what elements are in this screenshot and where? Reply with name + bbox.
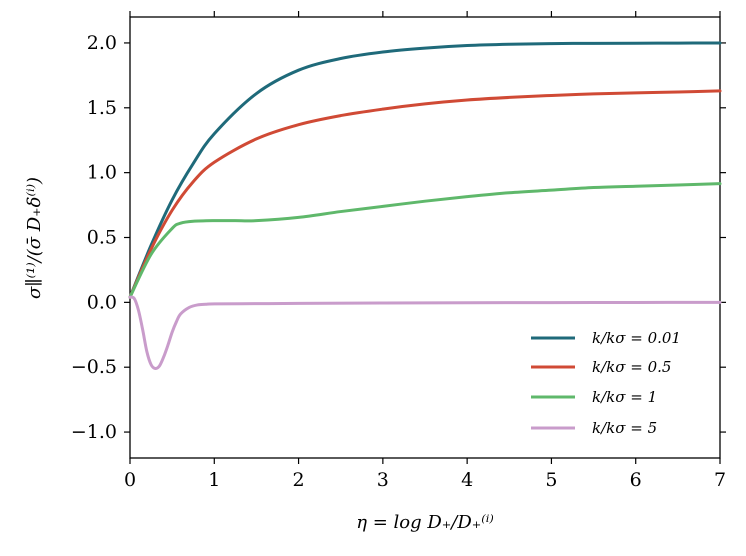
series-line-3 <box>128 295 722 371</box>
y-tick-label: 0.5 <box>87 227 117 249</box>
tick-labels: 0 1 2 3 4 5 6 7 −1.0 −0.5 0.0 0.5 1.0 1.5 2.0 <box>71 32 726 491</box>
x-tick-label: 5 <box>545 469 557 491</box>
y-axis-label: σ∥⁽¹⁾/(σ̄ D₊δ⁽ⁱ⁾) <box>24 177 45 299</box>
x-tick-label: 6 <box>630 469 642 491</box>
series-line-2 <box>128 182 722 299</box>
tick-marks <box>124 11 726 464</box>
x-tick-label: 0 <box>124 469 136 491</box>
x-tick-label: 3 <box>377 469 389 491</box>
series-line-0 <box>128 41 722 299</box>
legend-label-0: k/kσ = 0.01 <box>592 329 681 347</box>
series-lines <box>128 41 722 371</box>
y-tick-label: 2.0 <box>87 32 117 54</box>
legend-label-2: k/kσ = 1 <box>592 388 657 406</box>
legend-label-1: k/kσ = 0.5 <box>592 358 671 376</box>
series-line-1 <box>128 89 722 299</box>
y-tick-label: −1.0 <box>71 421 117 443</box>
x-axis-label: η = log D₊/D₊⁽ⁱ⁾ <box>356 512 494 533</box>
y-tick-label: 1.0 <box>87 162 117 184</box>
y-tick-label: −0.5 <box>71 356 117 378</box>
x-tick-label: 2 <box>293 469 305 491</box>
legend: k/kσ = 0.01 k/kσ = 0.5 k/kσ = 1 k/kσ = 5 <box>531 329 681 437</box>
x-tick-label: 4 <box>461 469 473 491</box>
y-tick-label: 0.0 <box>87 291 117 313</box>
x-tick-label: 7 <box>714 469 726 491</box>
legend-label-3: k/kσ = 5 <box>592 419 657 437</box>
x-tick-label: 1 <box>208 469 220 491</box>
y-tick-label: 1.5 <box>87 97 117 119</box>
